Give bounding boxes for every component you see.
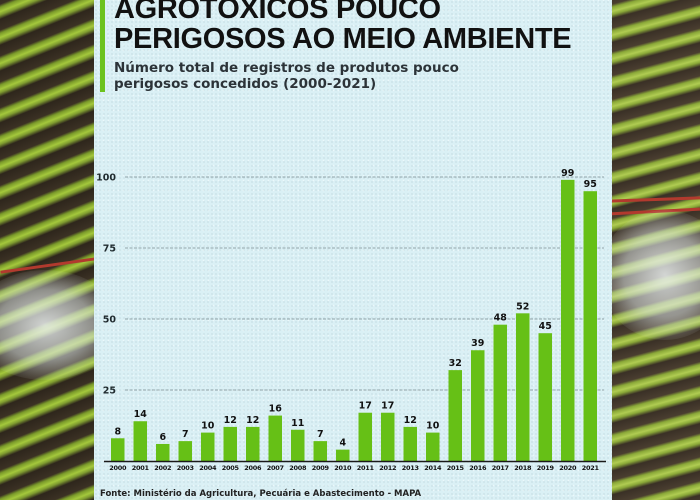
bar-2002 xyxy=(156,443,170,461)
bar-2014 xyxy=(426,432,440,461)
title-line-1: AGROTÓXICOS POUCO xyxy=(114,0,441,25)
x-tick-label: 2011 xyxy=(357,464,375,472)
bar-2005 xyxy=(223,426,237,461)
x-tick-label: 2005 xyxy=(222,464,240,472)
bar-2013 xyxy=(403,426,417,461)
x-tick-label: 2020 xyxy=(559,464,577,472)
bar-2016 xyxy=(471,350,485,461)
data-label-2002: 6 xyxy=(159,432,166,443)
x-tick-label: 2000 xyxy=(109,464,127,472)
bar-2015 xyxy=(448,370,462,461)
x-tick-label: 2019 xyxy=(537,464,555,472)
data-label-2012: 17 xyxy=(381,401,394,412)
x-tick-label: 2012 xyxy=(379,464,396,472)
chart-title: AGROTÓXICOS POUCO PERIGOSOS AO MEIO AMBI… xyxy=(114,0,572,55)
data-label-2010: 4 xyxy=(339,438,346,449)
x-tick-label: 2014 xyxy=(424,464,442,472)
data-label-2005: 12 xyxy=(224,415,237,426)
data-label-2018: 52 xyxy=(516,301,529,312)
x-tick-label: 2013 xyxy=(402,464,419,472)
data-label-2019: 45 xyxy=(539,321,552,332)
bar-2010 xyxy=(336,449,350,461)
data-labels: 8 14 6 7 10 12 12 16 11 7 4 17 17 12 10 32 39 48 52 45 99 95 xyxy=(114,168,596,449)
data-label-2021: 95 xyxy=(584,179,597,190)
y-axis-ticks: 25 50 75 100 xyxy=(96,173,116,397)
bar-2001 xyxy=(133,421,147,461)
spray-mist xyxy=(0,270,96,380)
x-tick-label: 2006 xyxy=(244,464,262,472)
bar-2011 xyxy=(358,412,372,461)
x-tick-label: 2017 xyxy=(492,464,509,472)
bar-2006 xyxy=(246,426,260,461)
title-line-2: PERIGOSOS AO MEIO AMBIENTE xyxy=(114,23,572,55)
bar-2003 xyxy=(178,441,192,461)
data-label-2011: 17 xyxy=(359,401,372,412)
data-label-2003: 7 xyxy=(182,429,189,440)
data-label-2014: 10 xyxy=(426,421,440,432)
data-label-2007: 16 xyxy=(269,404,283,415)
title-accent-bar xyxy=(100,0,105,92)
bar-2018 xyxy=(516,313,530,461)
data-label-2017: 48 xyxy=(494,313,508,324)
y-tick-label: 100 xyxy=(96,173,116,184)
data-label-2001: 14 xyxy=(134,409,148,420)
bars xyxy=(111,179,597,461)
bar-2000 xyxy=(111,438,125,461)
x-tick-label: 2021 xyxy=(582,464,600,472)
bar-2004 xyxy=(201,432,215,461)
chart-subtitle: Número total de registros de produtos po… xyxy=(114,60,459,92)
x-tick-label: 2016 xyxy=(469,464,487,472)
bar-2012 xyxy=(381,412,395,461)
x-tick-label: 2007 xyxy=(267,464,284,472)
bar-2008 xyxy=(291,429,305,461)
x-tick-label: 2001 xyxy=(132,464,150,472)
x-axis-ticks: 2000 2001 2002 2003 2004 2005 2006 2007 2008 2009… xyxy=(109,464,599,472)
source-note: Fonte: Ministério da Agricultura, Pecuár… xyxy=(100,489,422,499)
x-tick-label: 2002 xyxy=(154,464,171,472)
data-label-2000: 8 xyxy=(114,426,121,437)
data-label-2009: 7 xyxy=(317,429,324,440)
spray-mist xyxy=(610,210,700,340)
data-label-2008: 11 xyxy=(291,418,304,429)
bar-2019 xyxy=(538,333,552,461)
data-label-2020: 99 xyxy=(561,168,574,179)
y-tick-label: 25 xyxy=(103,386,116,397)
y-tick-label: 50 xyxy=(103,315,117,326)
subtitle-line-1: Número total de registros de produtos po… xyxy=(114,60,459,76)
bar-2007 xyxy=(268,415,282,461)
data-label-2006: 12 xyxy=(246,415,259,426)
background-photo-left xyxy=(0,0,96,500)
bar-2009 xyxy=(313,441,327,461)
y-tick-label: 75 xyxy=(103,244,116,255)
subtitle-line-2: perigosos concedidos (2000-2021) xyxy=(114,76,377,92)
x-tick-label: 2003 xyxy=(177,464,194,472)
data-label-2004: 10 xyxy=(201,421,215,432)
gridlines xyxy=(125,176,604,391)
x-tick-label: 2010 xyxy=(334,464,352,472)
x-tick-label: 2015 xyxy=(447,464,465,472)
x-tick-label: 2018 xyxy=(514,464,532,472)
data-label-2015: 32 xyxy=(449,358,462,369)
bar-2017 xyxy=(493,324,507,461)
x-tick-label: 2008 xyxy=(289,464,307,472)
x-tick-label: 2009 xyxy=(312,464,330,472)
bar-2021 xyxy=(583,191,597,461)
x-tick-label: 2004 xyxy=(199,464,217,472)
data-label-2013: 12 xyxy=(404,415,417,426)
bar-2020 xyxy=(561,179,575,461)
data-label-2016: 39 xyxy=(471,338,484,349)
crop-rows-texture xyxy=(0,0,96,500)
background-photo-right xyxy=(610,0,700,500)
